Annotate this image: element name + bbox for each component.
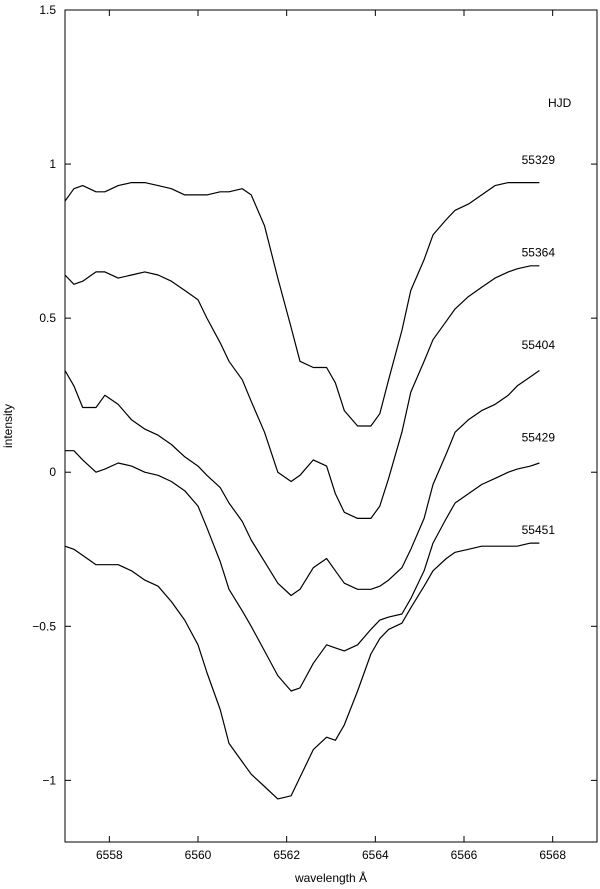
y-tick-label-1: −0.5 [32,619,56,633]
y-tick-label-3: 0.5 [39,311,56,325]
series-label-55329: 55329 [522,153,556,167]
series-label-55364: 55364 [522,246,556,260]
series-label-55451: 55451 [522,523,556,537]
y-tick-label-5: 1.5 [39,3,56,17]
series-lines [64,182,540,800]
y-axis-label: intensity [1,404,15,448]
y-tick-label-4: 1 [49,157,56,171]
series-line-55329 [64,182,540,427]
y-tick-label-0: −1 [42,773,56,787]
axis-tick-labels: 6558 6560 6562 6564 6566 6568 −1 −0.5 0 0.5 1 1.5 [32,3,566,862]
x-tick-label-4: 6566 [451,848,478,862]
series-line-55451 [64,542,540,800]
series-line-55429 [65,450,540,692]
legend-title: HJD [548,96,572,110]
x-tick-label-2: 6562 [273,848,300,862]
x-tick-label-0: 6558 [96,848,123,862]
series-line-55404 [64,370,540,597]
y-tick-label-2: 0 [49,465,56,479]
x-tick-label-3: 6564 [362,848,389,862]
series-label-55404: 55404 [522,338,556,352]
x-tick-label-5: 6568 [539,848,566,862]
series-labels: 55329 55364 55404 55429 55451 [522,153,556,537]
plot-frame [64,9,598,843]
x-tick-label-1: 6560 [185,848,212,862]
axis-ticks [65,9,597,842]
series-label-55429: 55429 [522,430,556,444]
x-axis-label: wavelength Å [294,870,367,885]
series-line-55364 [64,265,540,520]
